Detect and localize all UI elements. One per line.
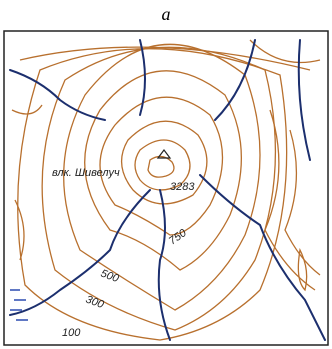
- map-figure: a влк. Шивелуч 3283 750 500 300 100: [0, 0, 332, 349]
- figure-label: a: [162, 4, 171, 24]
- map-frame: [4, 31, 328, 345]
- contour-label: 100: [62, 327, 81, 339]
- volcano-name: влк. Шивелуч: [52, 167, 120, 179]
- summit-elevation: 3283: [170, 181, 195, 193]
